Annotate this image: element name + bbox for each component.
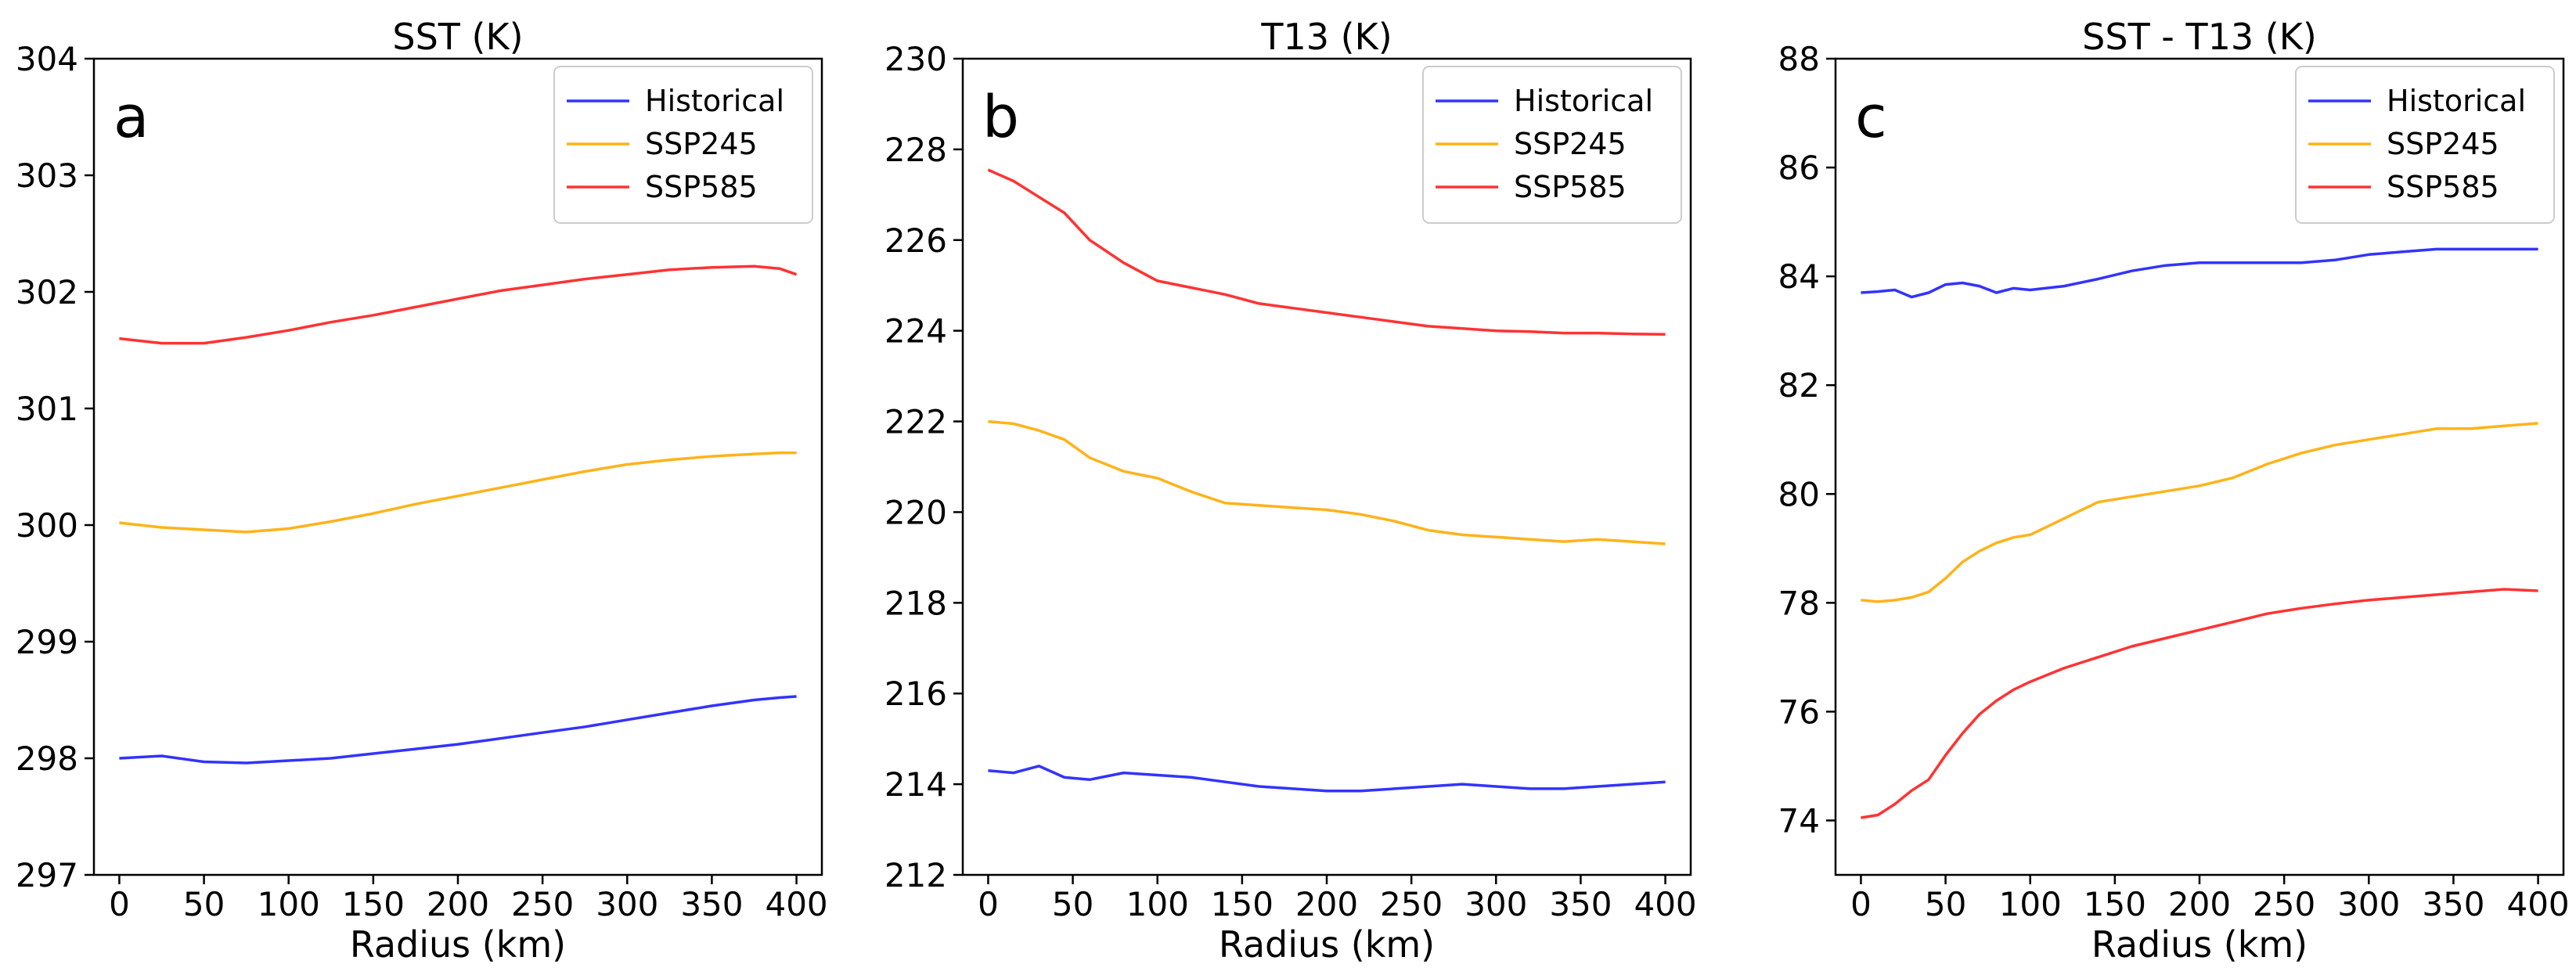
chart-title: T13 (K) — [1260, 16, 1392, 58]
x-axis-label: Radius (km) — [2091, 923, 2308, 966]
x-tick-label: 100 — [258, 885, 320, 923]
legend-label: SSP585 — [2387, 170, 2499, 204]
series-line-ssp585 — [119, 264, 798, 345]
x-tick-label: 300 — [1465, 885, 1527, 923]
y-tick-label: 300 — [16, 506, 78, 545]
chart-panel-a: 0 50 100 150 200 250 300 350 400 297 298 299 300 301 3… — [16, 16, 828, 966]
x-tick-label: 200 — [1295, 885, 1358, 923]
x-tick-label: 250 — [511, 885, 574, 923]
series-line-ssp585 — [1861, 588, 2538, 819]
x-tick-label: 400 — [765, 885, 827, 923]
x-tick-label: 350 — [2422, 885, 2484, 923]
chart-panel-b: 0 50 100 150 200 250 300 350 400 212 214 216 218 220 2… — [884, 16, 1697, 966]
chart-panel-c: 0 50 100 150 200 250 300 350 400 74 76 78 80 82 84 86 88… — [1778, 16, 2570, 966]
series-line-historical — [1861, 247, 2538, 299]
legend-label: SSP585 — [645, 170, 758, 204]
legend-label: SSP585 — [1514, 170, 1627, 204]
x-tick-label: 400 — [1634, 885, 1696, 923]
x-tick-label: 150 — [1211, 885, 1274, 923]
x-axis-label: Radius (km) — [1219, 923, 1435, 966]
panel-letter: b — [982, 84, 1019, 151]
x-tick-label: 250 — [1380, 885, 1443, 923]
y-tick-label: 80 — [1778, 475, 1820, 513]
y-tick-label: 301 — [16, 390, 78, 428]
legend-label: Historical — [2387, 84, 2526, 118]
series-line-ssp245 — [1861, 422, 2538, 603]
x-tick-label: 100 — [1999, 885, 2062, 923]
legend-label: Historical — [1514, 84, 1653, 118]
x-tick-label: 50 — [1925, 885, 1966, 923]
legend: Historical SSP245 SSP585 — [553, 66, 813, 224]
y-tick-label: 86 — [1778, 149, 1820, 187]
y-tick-label: 218 — [884, 584, 947, 622]
legend-label: SSP245 — [1514, 127, 1627, 161]
series-line-ssp245 — [119, 451, 797, 534]
y-tick-label: 224 — [884, 312, 947, 351]
x-tick-label: 350 — [1549, 885, 1612, 923]
x-tick-label: 400 — [2506, 885, 2569, 923]
series-line-ssp245 — [988, 419, 1666, 545]
y-tick-label: 303 — [16, 157, 78, 195]
y-tick-label: 76 — [1778, 693, 1820, 731]
y-tick-label: 84 — [1778, 257, 1820, 296]
panel-letter: c — [1855, 84, 1887, 151]
y-tick-label: 74 — [1778, 801, 1820, 840]
y-tick-label: 214 — [884, 765, 947, 804]
series-line-ssp585 — [987, 168, 1666, 336]
legend-label: Historical — [645, 84, 784, 118]
y-tick-label: 298 — [16, 739, 78, 778]
chart-title: SST - T13 (K) — [2082, 16, 2317, 58]
y-tick-label: 304 — [16, 40, 78, 78]
y-tick-label: 228 — [884, 131, 947, 169]
x-tick-label: 200 — [2168, 885, 2231, 923]
y-tick-label: 302 — [16, 273, 78, 311]
legend-box — [553, 66, 813, 224]
y-tick-label: 88 — [1778, 40, 1820, 78]
x-tick-label: 250 — [2253, 885, 2315, 923]
legend-label: SSP245 — [645, 127, 758, 161]
y-tick-label: 299 — [16, 623, 78, 661]
y-tick-label: 226 — [884, 221, 947, 260]
legend-box — [2295, 66, 2555, 224]
y-tick-label: 220 — [884, 493, 947, 531]
legend: Historical SSP245 SSP585 — [1422, 66, 1682, 224]
y-tick-label: 212 — [884, 856, 947, 894]
y-tick-label: 216 — [884, 675, 947, 713]
x-tick-label: 0 — [1850, 885, 1872, 923]
x-tick-label: 150 — [2084, 885, 2146, 923]
series-line-historical — [119, 695, 797, 765]
y-tick-label: 297 — [16, 856, 78, 894]
y-tick-label: 82 — [1778, 366, 1820, 405]
x-axis-label: Radius (km) — [350, 923, 566, 966]
panel-letter: a — [113, 84, 149, 151]
legend-label: SSP245 — [2387, 127, 2499, 161]
x-tick-label: 100 — [1126, 885, 1189, 923]
y-tick-label: 230 — [884, 40, 947, 78]
x-tick-label: 0 — [109, 885, 130, 923]
y-tick-label: 222 — [884, 403, 947, 441]
series-line-historical — [988, 765, 1666, 793]
x-tick-label: 350 — [680, 885, 743, 923]
y-tick-label: 78 — [1778, 584, 1820, 622]
x-tick-label: 0 — [978, 885, 999, 923]
x-tick-label: 200 — [427, 885, 489, 923]
chart-title: SST (K) — [392, 16, 523, 58]
x-tick-label: 50 — [183, 885, 225, 923]
x-tick-label: 150 — [342, 885, 405, 923]
x-tick-label: 300 — [596, 885, 658, 923]
x-tick-label: 300 — [2337, 885, 2400, 923]
legend: Historical SSP245 SSP585 — [2295, 66, 2555, 224]
x-tick-label: 50 — [1052, 885, 1093, 923]
legend-box — [1422, 66, 1682, 224]
